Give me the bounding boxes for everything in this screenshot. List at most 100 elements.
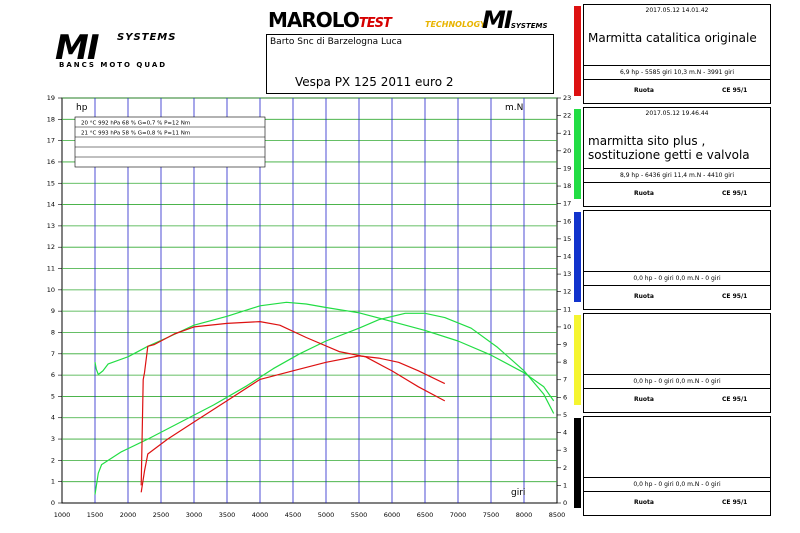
y-right-tick-label: 4: [563, 429, 567, 437]
y-right-tick-label: 19: [563, 164, 571, 172]
y-right-tick-label: 16: [563, 217, 571, 225]
run-panel-3: 0,0 hp - 0 giri 0,0 m.N - 0 giri Ruota CE …: [583, 210, 771, 310]
run-color-bar-black: [574, 418, 581, 508]
series-line-red-power: [140, 355, 446, 493]
run-panel-4: 0,0 hp - 0 giri 0,0 m.N - 0 giri Ruota CE …: [583, 313, 771, 413]
y-left-tick-label: 4: [51, 414, 55, 422]
panel-divider: [584, 491, 770, 492]
y-left-tick-label: 6: [51, 371, 55, 379]
y-left-tick-label: 7: [51, 350, 55, 358]
run-description: Marmitta catalitica originale: [588, 31, 757, 45]
footer-standard-label: CE 95/1: [722, 499, 748, 506]
x-axis-label: giri: [511, 488, 525, 498]
vehicle-model: Vespa PX 125 2011 euro 2: [295, 75, 454, 89]
y-left-axis-label: hp: [76, 103, 88, 113]
y-right-tick-label: 14: [563, 252, 571, 260]
run-panel-1: 2017.05.12 14.01.42 Marmitta catalitica o…: [583, 4, 771, 104]
y-right-tick-label: 6: [563, 393, 567, 401]
run-color-bar-yellow: [574, 315, 581, 405]
x-tick-label: 2000: [120, 511, 137, 519]
run-color-bar-red: [574, 6, 581, 96]
marolo-test-word: TEST: [358, 16, 392, 31]
y-left-tick-label: 5: [51, 392, 55, 400]
company-name: Barto Snc di Barzelogna Luca: [270, 37, 403, 47]
y-right-tick-label: 12: [563, 288, 571, 296]
x-tick-label: 7000: [450, 511, 467, 519]
run-color-bar-green: [574, 109, 581, 199]
run-timestamp: 2017.05.12 14.01.42: [645, 7, 709, 14]
panel-divider: [584, 374, 770, 375]
run-peak-stats: 8,9 hp - 6436 giri 11,4 m.N - 4410 giri: [619, 172, 734, 179]
logo-left-systems: SYSTEMS: [117, 32, 177, 43]
y-right-tick-label: 5: [563, 411, 567, 419]
y-right-tick-label: 18: [563, 182, 571, 190]
y-right-tick-label: 10: [563, 323, 571, 331]
series-line-green-torque: [94, 301, 555, 402]
run-panel-2: 2017.05.12 19.46.44 marmitta sito plus , …: [583, 107, 771, 207]
y-right-tick-label: 8: [563, 358, 567, 366]
panel-divider: [584, 388, 770, 389]
y-left-tick-label: 9: [51, 307, 55, 315]
y-right-tick-label: 0: [563, 499, 567, 507]
footer-mode-label: Ruota: [634, 396, 654, 403]
x-tick-label: 4500: [285, 511, 302, 519]
y-right-tick-label: 22: [563, 112, 571, 120]
panel-divider: [584, 168, 770, 169]
x-tick-label: 8000: [516, 511, 533, 519]
y-right-tick-label: 9: [563, 341, 567, 349]
x-tick-label: 5500: [351, 511, 368, 519]
y-left-tick-label: 14: [47, 201, 55, 209]
y-left-tick-label: 3: [51, 435, 55, 443]
footer-standard-label: CE 95/1: [722, 87, 748, 94]
x-tick-label: 8500: [549, 511, 566, 519]
logo-right-systems: SYSTEMS: [510, 22, 548, 30]
panel-divider: [584, 79, 770, 80]
y-left-tick-label: 13: [47, 222, 55, 230]
footer-mode-label: Ruota: [634, 499, 654, 506]
x-tick-label: 6000: [384, 511, 401, 519]
y-left-tick-label: 17: [47, 137, 55, 145]
y-left-tick-label: 8: [51, 328, 55, 336]
y-right-tick-label: 17: [563, 200, 571, 208]
run-timestamp: 2017.05.12 19.46.44: [645, 110, 709, 117]
footer-standard-label: CE 95/1: [722, 190, 748, 197]
footer-mode-label: Ruota: [634, 190, 654, 197]
x-tick-label: 7500: [483, 511, 500, 519]
y-left-tick-label: 2: [51, 456, 55, 464]
x-tick-label: 2500: [153, 511, 170, 519]
run-color-bar-blue: [574, 212, 581, 302]
logo-left-subtitle: BANCS MOTO QUAD: [59, 61, 168, 69]
y-left-tick-label: 0: [51, 499, 55, 507]
run-panel-5: 0,0 hp - 0 giri 0,0 m.N - 0 giri Ruota CE …: [583, 416, 771, 516]
conditions-row: 21 °C 993 hPa 58 % G=0,8 % P=11 Nm: [81, 131, 190, 137]
mi-systems-logo-right: MISYSTEMS: [482, 6, 548, 34]
run-peak-stats: 0,0 hp - 0 giri 0,0 m.N - 0 giri: [633, 275, 721, 282]
y-right-tick-label: 3: [563, 446, 567, 454]
footer-standard-label: CE 95/1: [722, 396, 748, 403]
panel-divider: [584, 477, 770, 478]
marolo-test-logo: MAROLOTEST: [268, 8, 392, 32]
y-left-tick-label: 1: [51, 478, 55, 486]
run-peak-stats: 0,0 hp - 0 giri 0,0 m.N - 0 giri: [633, 481, 721, 488]
x-tick-label: 4000: [252, 511, 269, 519]
y-right-tick-label: 20: [563, 147, 571, 155]
run-description: marmitta sito plus , sostituzione getti …: [588, 134, 750, 162]
y-right-tick-label: 1: [563, 481, 567, 489]
panel-divider: [584, 285, 770, 286]
series-line-green-power: [94, 312, 555, 495]
y-right-tick-label: 21: [563, 129, 571, 137]
mi-systems-logo-left: MI SYSTEMS BANCS MOTO QUAD: [55, 28, 210, 70]
conditions-table: [74, 116, 266, 168]
run-peak-stats: 6,9 hp - 5585 giri 10,3 m.N - 3991 giri: [619, 69, 734, 76]
panel-divider: [584, 271, 770, 272]
footer-mode-label: Ruota: [634, 293, 654, 300]
x-tick-label: 5000: [318, 511, 335, 519]
logo-left-main: MI: [55, 28, 100, 68]
x-tick-label: 1500: [87, 511, 104, 519]
logo-right-main: MI: [482, 6, 513, 34]
y-left-tick-label: 12: [47, 243, 55, 251]
y-left-tick-label: 18: [47, 115, 55, 123]
footer-mode-label: Ruota: [634, 87, 654, 94]
x-tick-label: 6500: [417, 511, 434, 519]
